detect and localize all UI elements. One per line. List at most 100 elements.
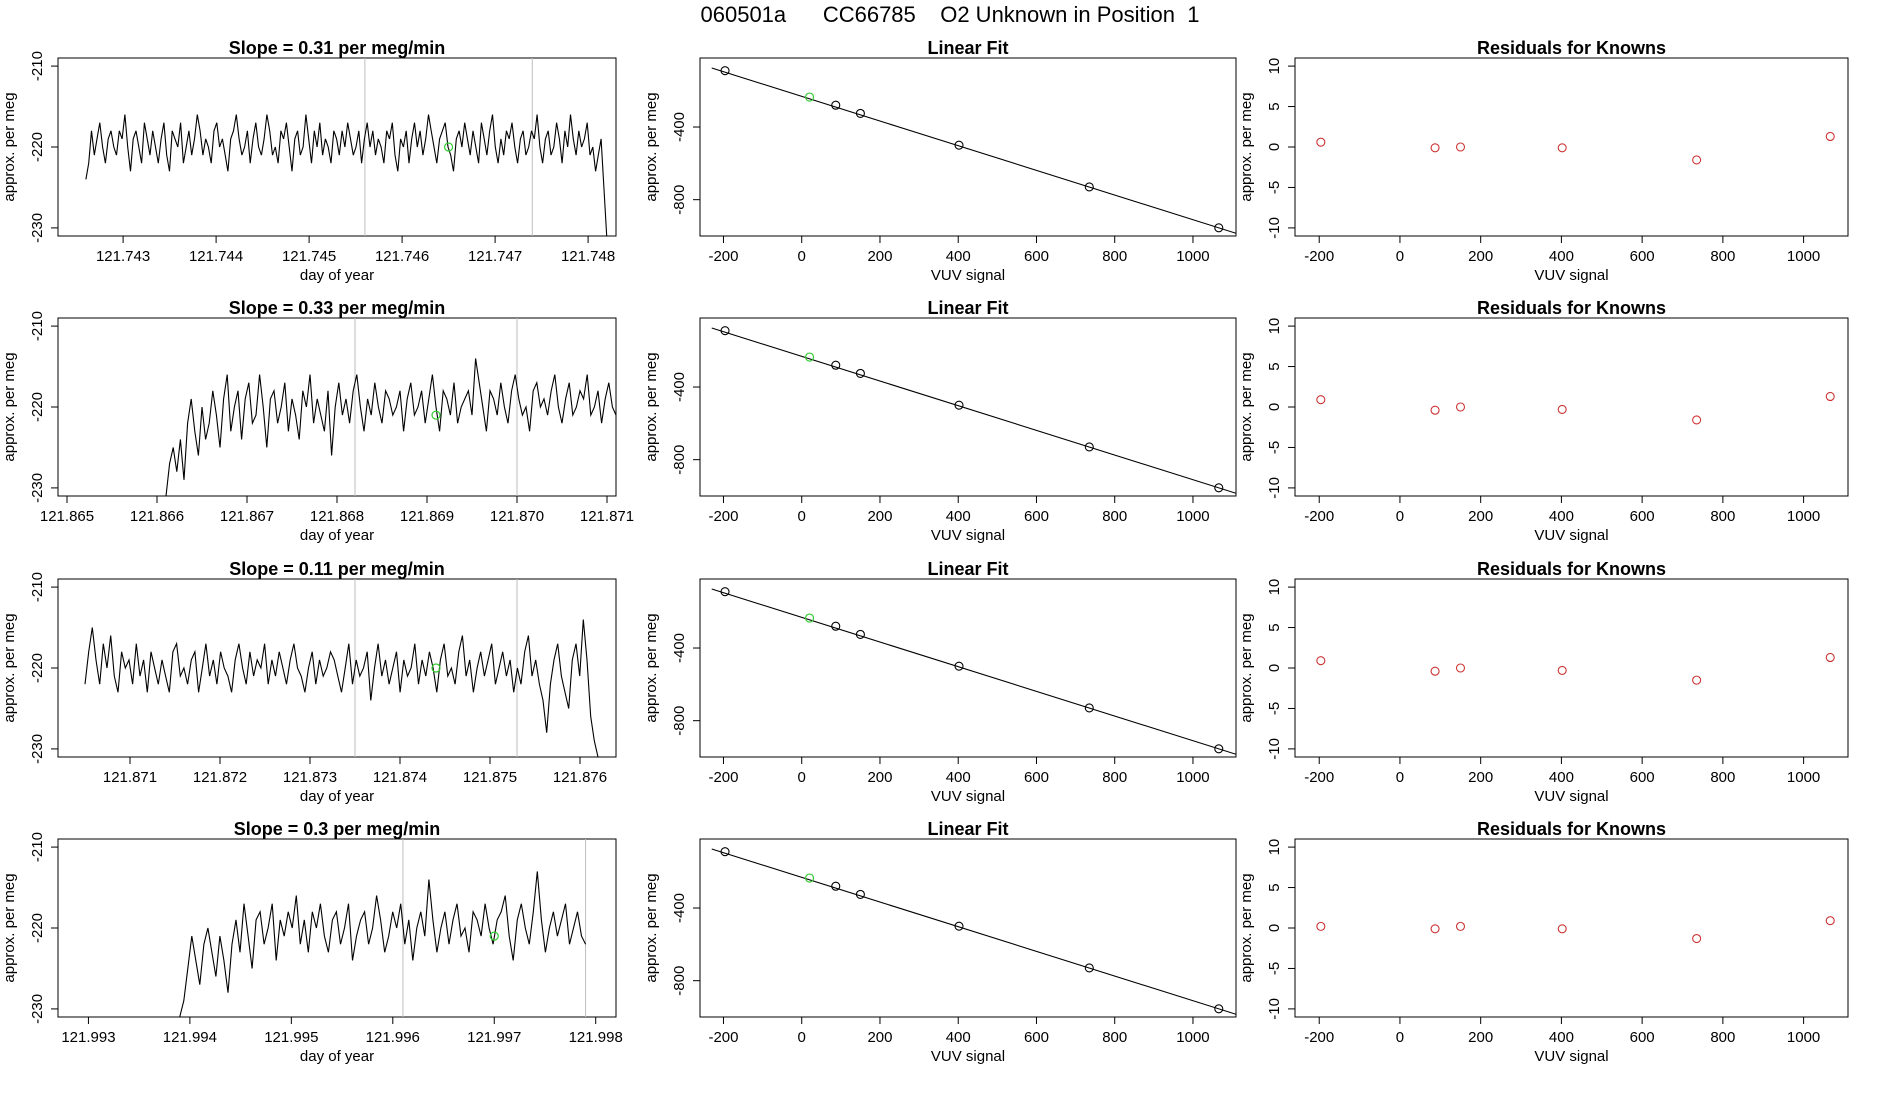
y-tick-label: -220 (29, 653, 46, 683)
known-point (831, 621, 841, 631)
y-tick-label: -800 (671, 185, 688, 215)
x-tick-label: 121.872 (193, 769, 247, 786)
known-point (1316, 395, 1326, 405)
known-point (954, 661, 964, 671)
known-point (1557, 924, 1567, 934)
y-tick-label: -400 (671, 372, 688, 402)
x-tick-label: 800 (1102, 248, 1127, 265)
known-point (1316, 137, 1326, 147)
panel-title: Linear Fit (927, 298, 1008, 318)
panel-title: Residuals for Knowns (1477, 38, 1666, 58)
unknown-point (431, 663, 441, 673)
known-point (1084, 442, 1094, 452)
plot-frame (57, 838, 617, 1018)
plot-area (85, 58, 608, 236)
known-point (1316, 921, 1326, 931)
plot-frame (699, 578, 1237, 758)
panel-r3-c2: Linear Fit VUV signal approx. per meg -200 0… (643, 559, 1237, 805)
x-tick-label: 800 (1102, 769, 1127, 786)
x-tick-label: 1000 (1176, 769, 1209, 786)
y-tick-label: -220 (29, 132, 46, 162)
x-tick-label: 800 (1710, 508, 1735, 525)
panel-title: Residuals for Knowns (1477, 559, 1666, 579)
known-point (1430, 405, 1440, 415)
x-tick-label: 600 (1024, 769, 1049, 786)
x-tick-label: 121.874 (373, 769, 427, 786)
x-tick-label: 0 (1396, 508, 1404, 525)
plot-area (711, 847, 1236, 1015)
x-tick-label: 400 (946, 1029, 971, 1046)
y-tick-label: -230 (29, 994, 46, 1024)
x-tick-label: -200 (1304, 769, 1334, 786)
panel-title: Residuals for Knowns (1477, 298, 1666, 318)
x-tick-label: -200 (1304, 508, 1334, 525)
x-tick-label: 1000 (1787, 508, 1820, 525)
x-tick-label: 400 (1549, 769, 1574, 786)
panel-r4-c2: Linear Fit VUV signal approx. per meg -200 0… (643, 819, 1237, 1065)
plot-area (1316, 652, 1835, 685)
x-tick-label: 121.870 (490, 508, 544, 525)
known-point (1214, 223, 1224, 233)
y-axis-label: approx. per meg (1238, 613, 1255, 722)
y-axis-label: approx. per meg (1, 352, 18, 461)
signal-trace (165, 358, 616, 496)
x-tick-label: 121.747 (468, 248, 522, 265)
x-tick-label: 200 (867, 248, 892, 265)
known-point (1214, 1004, 1224, 1014)
y-tick-label: -220 (29, 392, 46, 422)
y-tick-label: -400 (671, 893, 688, 923)
known-point (1825, 916, 1835, 926)
panel-title: Linear Fit (927, 559, 1008, 579)
x-tick-label: 121.998 (569, 1029, 623, 1046)
y-tick-label: -230 (29, 213, 46, 243)
plot-frame (699, 57, 1237, 237)
plot-area (1316, 391, 1835, 425)
x-tick-label: 121.745 (282, 248, 336, 265)
panel-title: Slope = 0.31 per meg/min (229, 38, 446, 58)
plot-frame (1294, 317, 1849, 497)
plot-frame (1294, 838, 1849, 1018)
plot-area (711, 587, 1236, 755)
x-tick-label: 200 (1468, 769, 1493, 786)
x-tick-label: 1000 (1787, 248, 1820, 265)
x-tick-label: 121.871 (103, 769, 157, 786)
y-tick-label: -5 (1266, 962, 1283, 975)
y-tick-label: -5 (1266, 702, 1283, 715)
x-tick-label: 0 (1396, 769, 1404, 786)
panel-r2-c2: Linear Fit VUV signal approx. per meg -200 0… (643, 298, 1237, 544)
y-tick-label: -800 (671, 966, 688, 996)
x-tick-label: -200 (708, 1029, 738, 1046)
fit-line (711, 588, 1236, 755)
known-point (1692, 415, 1702, 425)
panel-title: Linear Fit (927, 819, 1008, 839)
x-tick-label: 0 (798, 1029, 806, 1046)
x-axis-label: VUV signal (931, 527, 1005, 544)
panel-r1-c3: Residuals for Knowns VUV signal approx. pe… (1238, 38, 1849, 284)
panel-r2-c1: Slope = 0.33 per meg/min day of year appro… (1, 298, 634, 544)
y-axis-label: approx. per meg (643, 873, 660, 982)
x-tick-label: 400 (1549, 248, 1574, 265)
known-point (954, 400, 964, 410)
plot-area (711, 66, 1236, 234)
x-tick-label: -200 (708, 248, 738, 265)
x-axis-label: VUV signal (1534, 1048, 1608, 1065)
panel-title: Linear Fit (927, 38, 1008, 58)
unknown-point (804, 92, 815, 102)
known-point (720, 587, 730, 597)
panel-r3-c3: Residuals for Knowns VUV signal approx. pe… (1238, 559, 1849, 805)
y-tick-label: 10 (1266, 579, 1283, 596)
y-tick-label: -210 (29, 51, 46, 81)
x-tick-label: -200 (1304, 248, 1334, 265)
y-axis-label: approx. per meg (1238, 352, 1255, 461)
y-tick-label: 0 (1266, 664, 1283, 672)
x-tick-label: 0 (798, 769, 806, 786)
y-tick-label: -230 (29, 734, 46, 764)
known-point (1455, 402, 1466, 412)
x-axis-label: day of year (300, 1048, 374, 1065)
panel-title: Residuals for Knowns (1477, 819, 1666, 839)
panel-r4-c1: Slope = 0.3 per meg/min day of year approx… (1, 819, 623, 1065)
x-axis-label: day of year (300, 267, 374, 284)
y-tick-label: -10 (1266, 217, 1283, 239)
plot-area (1316, 916, 1835, 944)
